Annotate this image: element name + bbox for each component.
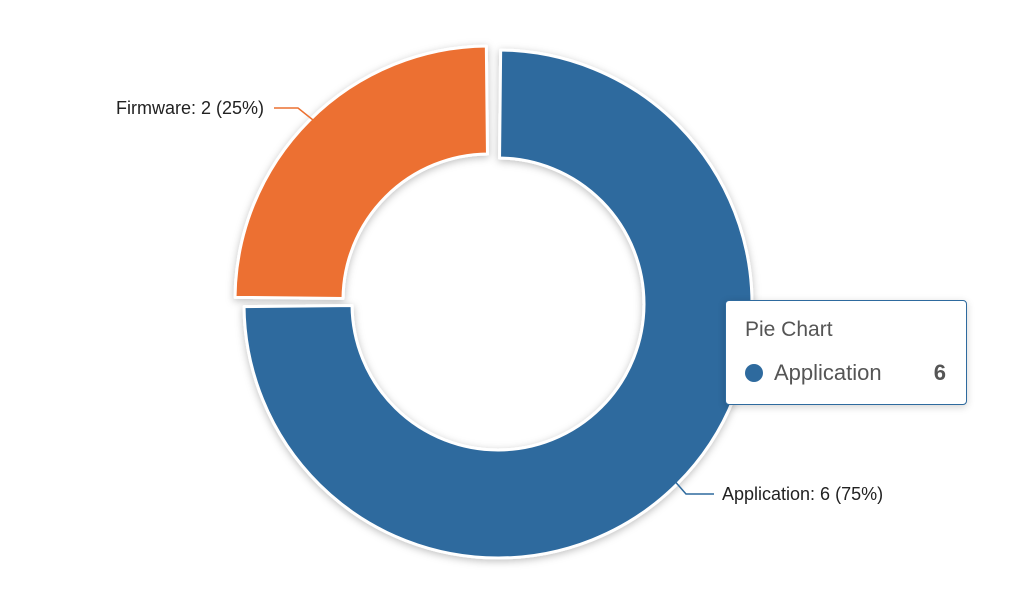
- tooltip-series-value: 6: [933, 360, 946, 385]
- slice-firmware[interactable]: [233, 44, 489, 300]
- slice-label-firmware: Firmware: 2 (25%): [116, 98, 264, 118]
- tooltip-row: Application 6: [745, 359, 948, 387]
- leader-line-firmware: [274, 107, 319, 125]
- leader-lines-layer: [274, 107, 714, 495]
- slice-labels-layer: Firmware: 2 (25%) Application: 6 (75%): [116, 98, 883, 504]
- slice-label-application: Application: 6 (75%): [722, 484, 883, 504]
- leader-line-application: [671, 477, 714, 495]
- tooltip-series-name: Application: [774, 360, 882, 385]
- tooltip-title: Pie Chart: [745, 318, 833, 341]
- chart-tooltip: Pie Chart Application 6: [725, 300, 967, 405]
- slice-application[interactable]: [242, 48, 754, 560]
- tooltip-series-dot-icon: [745, 364, 763, 382]
- slices-layer: [233, 44, 754, 560]
